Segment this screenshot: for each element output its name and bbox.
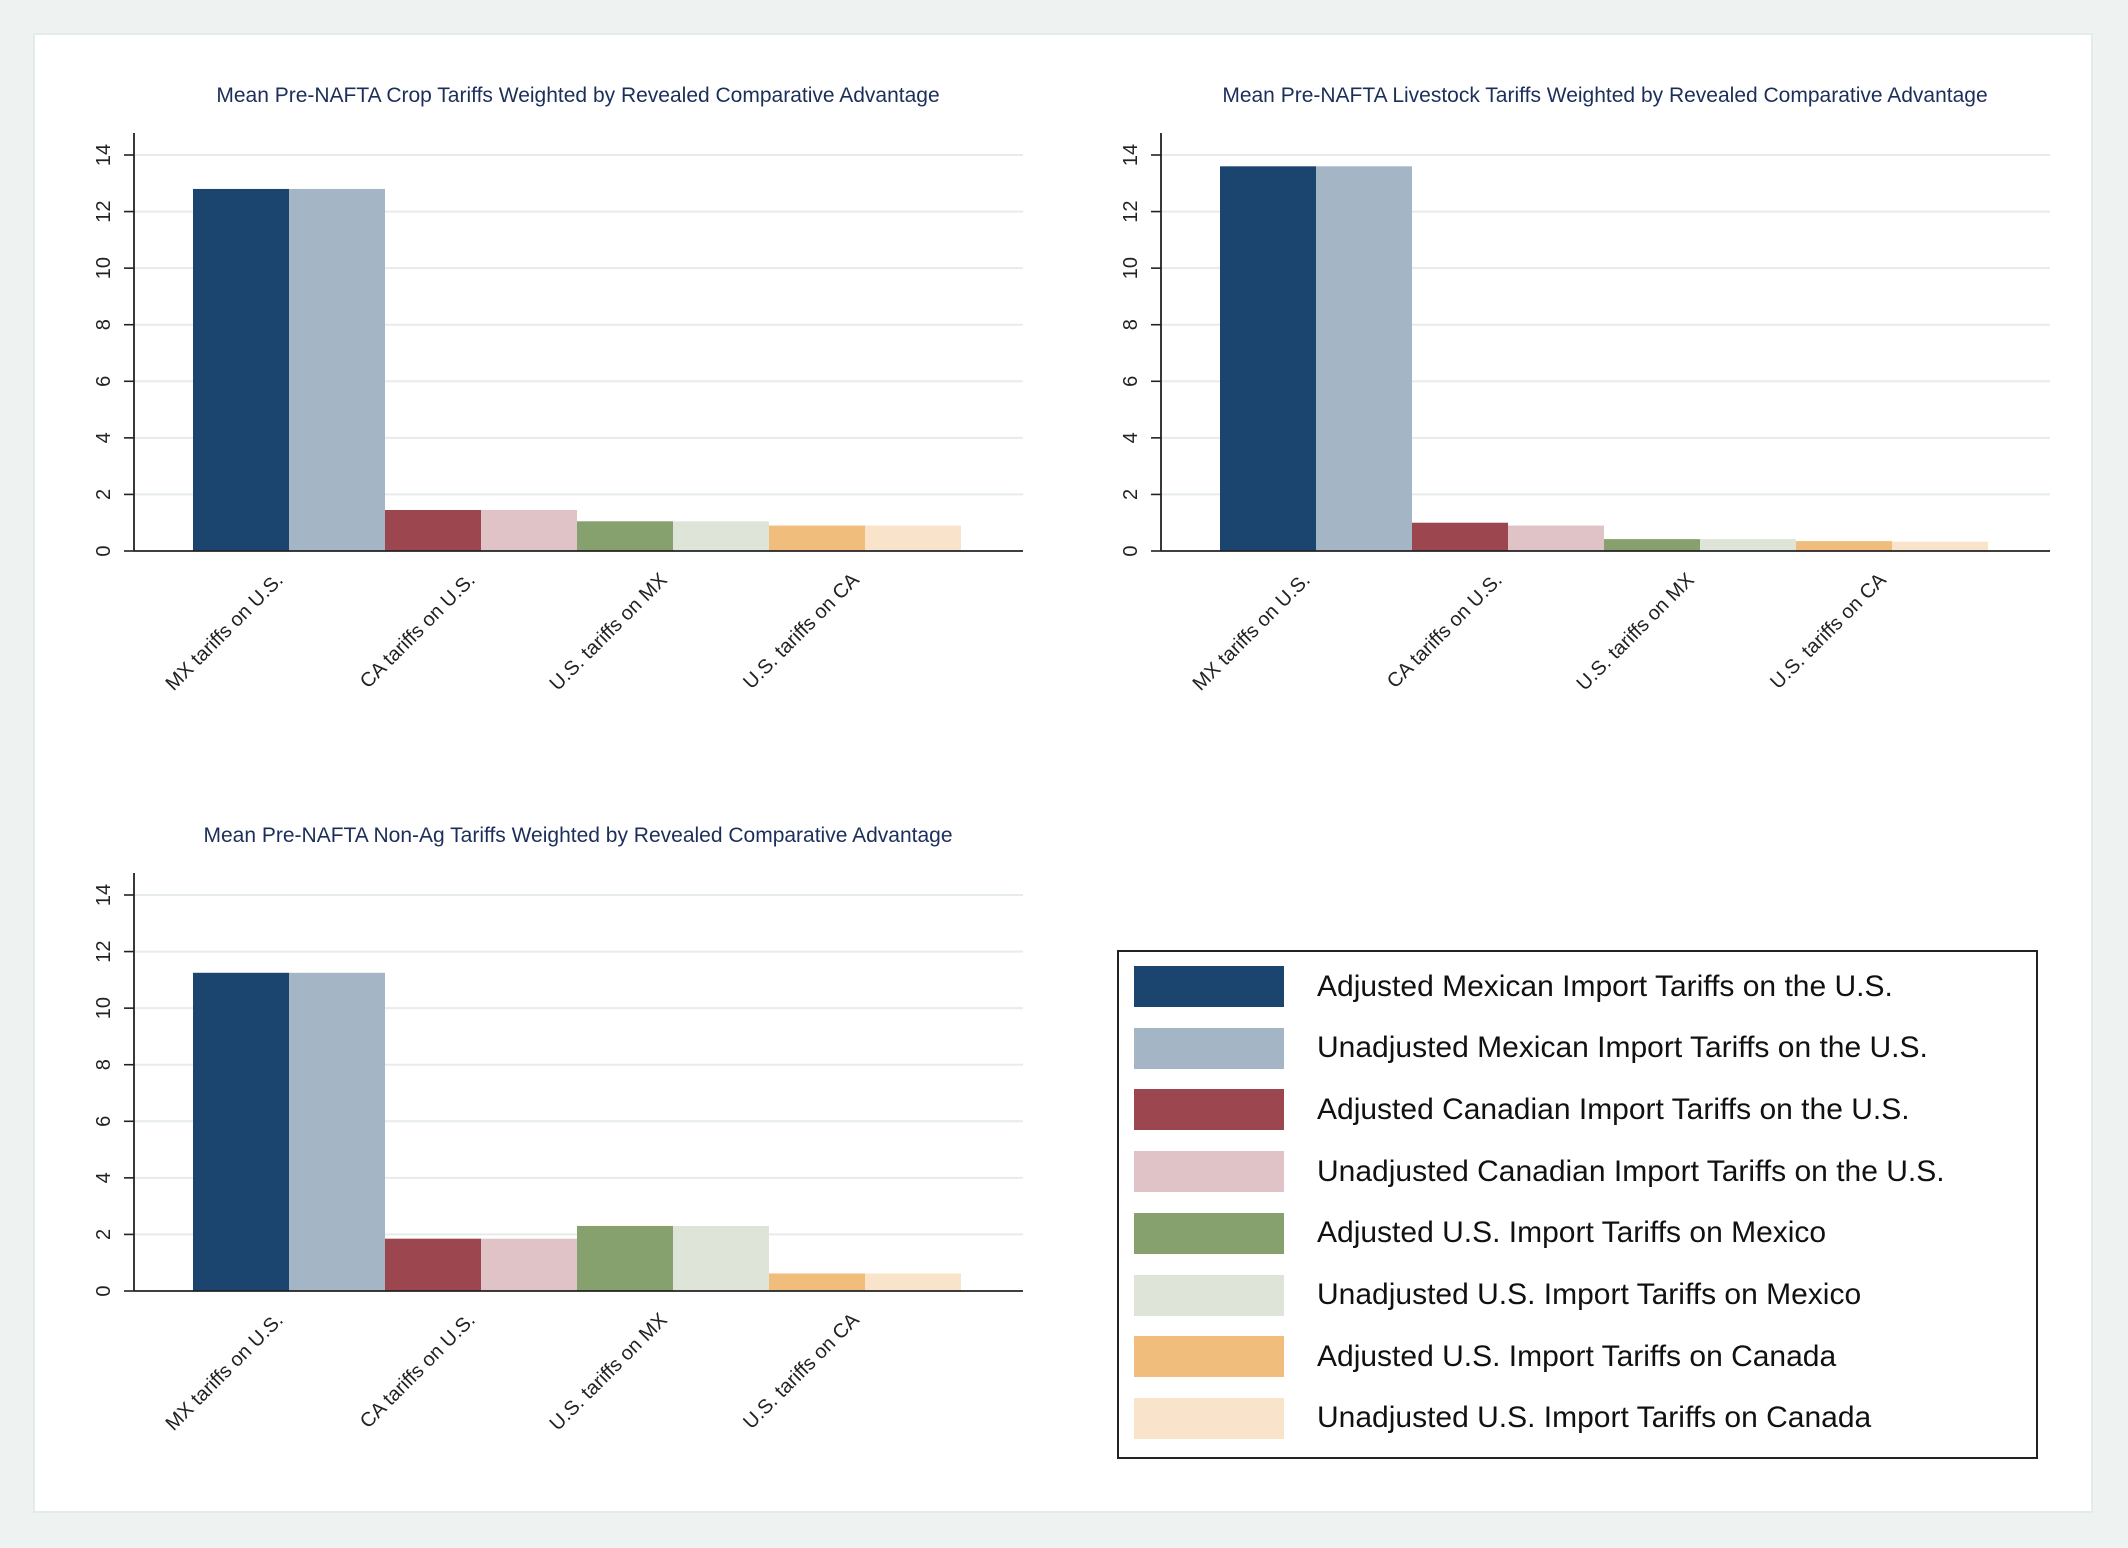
- y-tick-label: 2: [93, 489, 115, 500]
- bar: [385, 1238, 481, 1291]
- legend-label: Adjusted U.S. Import Tariffs on Canada: [1317, 1339, 1837, 1373]
- x-category-label: MX tariffs on U.S.: [162, 1309, 288, 1435]
- chart-title: Mean Pre-NAFTA Livestock Tariffs Weighte…: [1222, 84, 1987, 107]
- y-tick-label: 0: [93, 545, 115, 556]
- legend-item: Adjusted U.S. Import Tariffs on Mexico: [1134, 1212, 1827, 1254]
- x-category-label: U.S. tariffs on MX: [1573, 569, 1699, 695]
- bar: [289, 972, 385, 1291]
- x-category-label: CA tariffs on U.S.: [356, 1309, 480, 1433]
- bar: [1796, 541, 1892, 551]
- bar: [1604, 539, 1700, 551]
- x-category-label: U.S. tariffs on CA: [739, 569, 864, 694]
- chart-title: Mean Pre-NAFTA Crop Tariffs Weighted by …: [216, 84, 939, 107]
- x-category-label: CA tariffs on U.S.: [356, 569, 480, 693]
- chart-svg: Mean Pre-NAFTA Crop Tariffs Weighted by …: [93, 84, 1023, 695]
- x-category-label: U.S. tariffs on MX: [546, 569, 672, 695]
- legend-item: Unadjusted U.S. Import Tariffs on Mexico: [1134, 1274, 1862, 1316]
- y-tick-label: 14: [93, 144, 115, 166]
- bar: [769, 525, 865, 551]
- y-tick-label: 6: [1120, 376, 1142, 387]
- legend-swatch: [1134, 1336, 1284, 1378]
- legend-item: Unadjusted Mexican Import Tariffs on the…: [1134, 1027, 1928, 1069]
- bar: [385, 509, 481, 551]
- bar: [481, 1238, 577, 1291]
- legend-swatch: [1134, 1151, 1284, 1193]
- y-tick-label: 8: [1120, 319, 1142, 330]
- bar: [1412, 522, 1508, 551]
- x-category-label: U.S. tariffs on CA: [739, 1309, 864, 1434]
- x-category-label: U.S. tariffs on MX: [546, 1309, 672, 1435]
- legend-label: Unadjusted Canadian Import Tariffs on th…: [1317, 1154, 1945, 1188]
- bar: [481, 509, 577, 551]
- y-tick-label: 0: [1120, 545, 1142, 556]
- legend-label: Unadjusted Mexican Import Tariffs on the…: [1317, 1031, 1928, 1065]
- chart-svg: Mean Pre-NAFTA Non-Ag Tariffs Weighted b…: [93, 824, 1023, 1435]
- x-category-label: MX tariffs on U.S.: [162, 569, 288, 695]
- bar: [289, 188, 385, 551]
- y-tick-label: 10: [93, 997, 115, 1019]
- bar: [1700, 539, 1796, 551]
- legend-item: Unadjusted Canadian Import Tariffs on th…: [1134, 1151, 1945, 1193]
- x-category-label: CA tariffs on U.S.: [1383, 569, 1507, 693]
- bar: [1220, 166, 1316, 552]
- x-category-label: MX tariffs on U.S.: [1189, 569, 1315, 695]
- bar: [577, 521, 673, 551]
- y-tick-label: 6: [93, 1116, 115, 1127]
- chart-title: Mean Pre-NAFTA Non-Ag Tariffs Weighted b…: [204, 824, 953, 847]
- chart-svg: Mean Pre-NAFTA Livestock Tariffs Weighte…: [1120, 84, 2050, 695]
- x-category-label: U.S. tariffs on CA: [1766, 569, 1891, 694]
- chart-legend: Adjusted Mexican Import Tariffs on the U…: [1117, 950, 2038, 1459]
- y-tick-label: 2: [1120, 489, 1142, 500]
- crop-tariffs-chart: Mean Pre-NAFTA Crop Tariffs Weighted by …: [33, 60, 1063, 760]
- legend-swatch: [1134, 1274, 1284, 1316]
- y-tick-label: 10: [1120, 257, 1142, 279]
- y-tick-label: 4: [1120, 432, 1142, 443]
- bar: [193, 972, 289, 1291]
- bar: [865, 1273, 961, 1291]
- y-tick-label: 12: [93, 200, 115, 222]
- y-tick-label: 0: [93, 1285, 115, 1296]
- legend-label: Unadjusted U.S. Import Tariffs on Canada: [1317, 1401, 1872, 1435]
- legend-label: Unadjusted U.S. Import Tariffs on Mexico: [1317, 1278, 1862, 1311]
- legend-swatch: [1134, 1397, 1284, 1439]
- legend-swatch: [1134, 1089, 1284, 1131]
- y-tick-label: 12: [1120, 200, 1142, 222]
- bar: [1316, 166, 1412, 552]
- bar: [1508, 525, 1604, 551]
- legend-label: Adjusted Canadian Import Tariffs on the …: [1317, 1092, 1910, 1126]
- y-tick-label: 4: [93, 432, 115, 443]
- legend-swatch: [1134, 1212, 1284, 1254]
- y-tick-label: 10: [93, 257, 115, 279]
- legend-item: Adjusted Mexican Import Tariffs on the U…: [1134, 966, 1893, 1007]
- bar: [769, 1273, 865, 1291]
- legend-item: Adjusted Canadian Import Tariffs on the …: [1134, 1089, 1910, 1131]
- legend-item: Adjusted U.S. Import Tariffs on Canada: [1134, 1336, 1837, 1378]
- bar: [1892, 541, 1988, 551]
- y-tick-label: 2: [93, 1229, 115, 1240]
- non-ag-tariffs-chart: Mean Pre-NAFTA Non-Ag Tariffs Weighted b…: [33, 800, 1063, 1500]
- legend-item: Unadjusted U.S. Import Tariffs on Canada: [1134, 1397, 1872, 1439]
- y-tick-label: 8: [93, 319, 115, 330]
- legend-swatch: [1134, 966, 1284, 1007]
- livestock-tariffs-chart: Mean Pre-NAFTA Livestock Tariffs Weighte…: [1060, 60, 2090, 760]
- legend-label: Adjusted U.S. Import Tariffs on Mexico: [1317, 1216, 1827, 1250]
- bar: [673, 1225, 769, 1291]
- legend-swatch: [1134, 1027, 1284, 1069]
- y-tick-label: 6: [93, 376, 115, 387]
- bar: [673, 521, 769, 551]
- y-tick-label: 14: [93, 884, 115, 906]
- legend-label: Adjusted Mexican Import Tariffs on the U…: [1317, 969, 1893, 1003]
- bar: [865, 525, 961, 551]
- y-tick-label: 12: [93, 940, 115, 962]
- y-tick-label: 4: [93, 1172, 115, 1183]
- bar: [193, 188, 289, 551]
- bar: [577, 1225, 673, 1291]
- y-tick-label: 14: [1120, 144, 1142, 166]
- y-tick-label: 8: [93, 1059, 115, 1070]
